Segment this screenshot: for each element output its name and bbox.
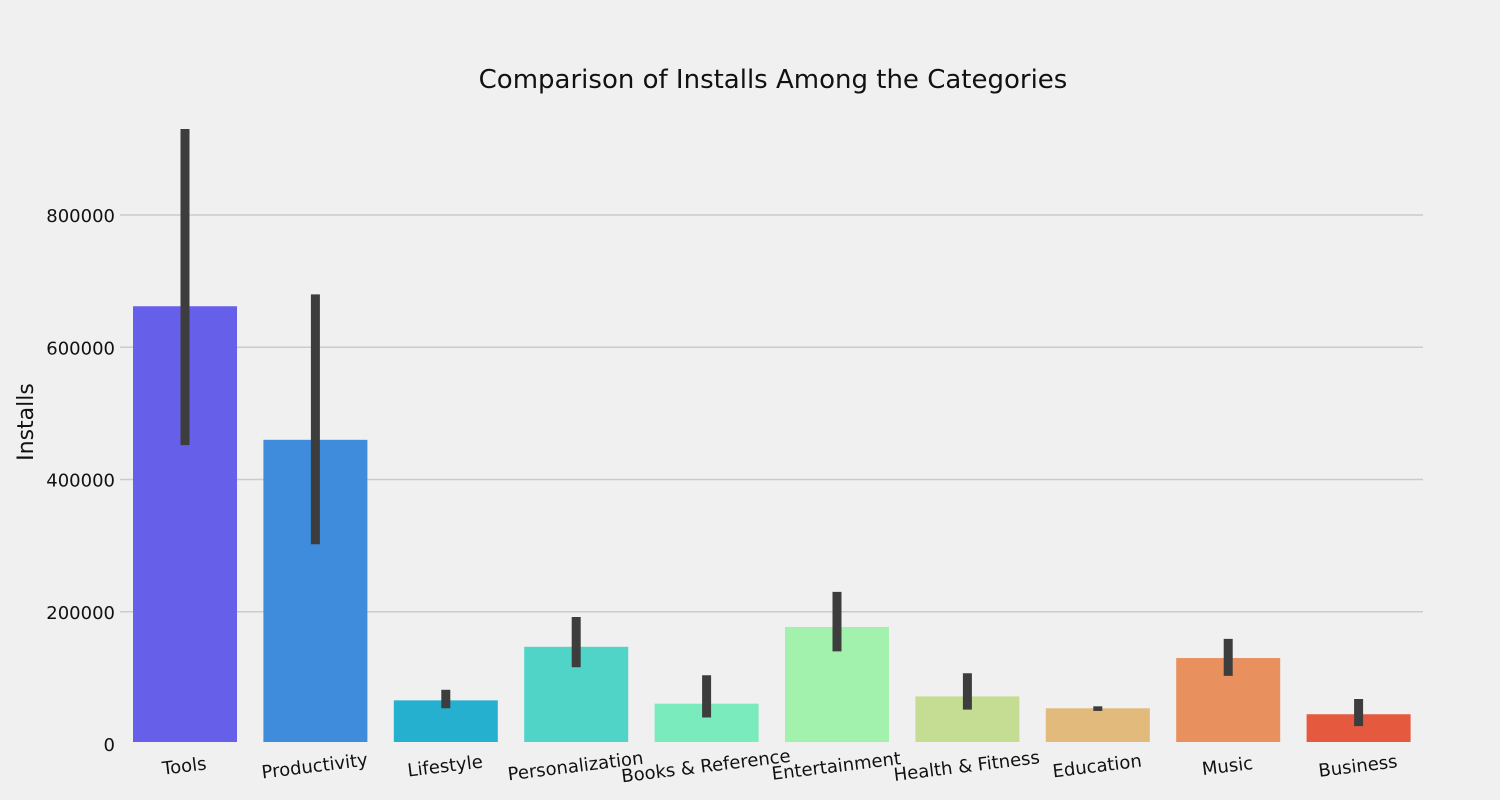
x-tick-label: Productivity — [260, 750, 369, 784]
y-tick-label: 400000 — [46, 471, 115, 492]
x-tick-label: Business — [1317, 751, 1398, 782]
x-tick-label: Books & Reference — [620, 746, 792, 788]
bars — [133, 306, 1411, 742]
chart-title: Comparison of Installs Among the Categor… — [479, 65, 1068, 95]
y-tick-label: 200000 — [46, 603, 115, 624]
x-tick-label: Tools — [160, 753, 208, 779]
y-axis-ticks: 0 200000 400000 600000 800000 — [46, 206, 115, 756]
x-tick-label: Entertainment — [771, 748, 902, 785]
x-tick-label: Lifestyle — [406, 752, 484, 782]
y-axis-label: Installs — [14, 383, 39, 461]
x-tick-label: Health & Fitness — [893, 747, 1041, 786]
y-tick-label: 800000 — [46, 206, 115, 227]
bar — [1045, 708, 1150, 742]
y-tick-label: 0 — [104, 735, 115, 756]
error-bars — [180, 129, 1364, 727]
x-tick-label: Music — [1201, 753, 1254, 780]
y-tick-label: 600000 — [46, 338, 115, 359]
x-axis-ticks: Tools Productivity Lifestyle Personalizatio… — [160, 746, 1399, 788]
x-tick-label: Education — [1051, 751, 1143, 783]
